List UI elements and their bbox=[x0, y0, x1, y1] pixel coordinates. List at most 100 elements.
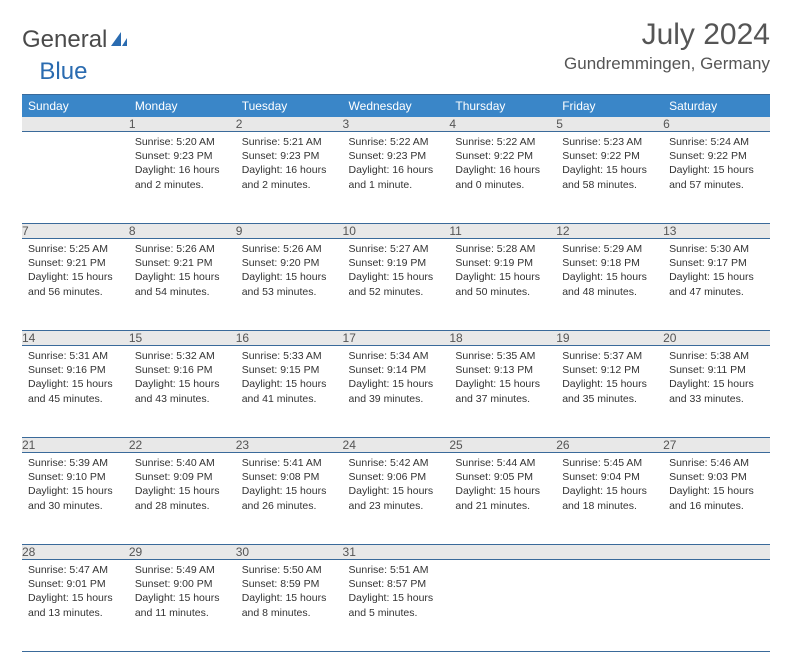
sunrise-text: Sunrise: 5:22 AM bbox=[349, 135, 444, 149]
day-header: Monday bbox=[129, 95, 236, 118]
daylight-text: Daylight: 15 hours and 37 minutes. bbox=[455, 377, 550, 405]
calendar-table: SundayMondayTuesdayWednesdayThursdayFrid… bbox=[22, 94, 770, 652]
sunset-text: Sunset: 9:19 PM bbox=[455, 256, 550, 270]
sunset-text: Sunset: 9:06 PM bbox=[349, 470, 444, 484]
day-number: 17 bbox=[343, 331, 450, 346]
sunrise-text: Sunrise: 5:39 AM bbox=[28, 456, 123, 470]
day-number: 28 bbox=[22, 545, 129, 560]
day-cell bbox=[556, 560, 663, 652]
week-row: Sunrise: 5:47 AMSunset: 9:01 PMDaylight:… bbox=[22, 560, 770, 652]
sunrise-text: Sunrise: 5:47 AM bbox=[28, 563, 123, 577]
day-number: 3 bbox=[343, 117, 450, 132]
calendar-header-row: SundayMondayTuesdayWednesdayThursdayFrid… bbox=[22, 95, 770, 118]
day-cell: Sunrise: 5:28 AMSunset: 9:19 PMDaylight:… bbox=[449, 239, 556, 331]
daylight-text: Daylight: 15 hours and 30 minutes. bbox=[28, 484, 123, 512]
sunrise-text: Sunrise: 5:22 AM bbox=[455, 135, 550, 149]
day-number-row: 21222324252627 bbox=[22, 438, 770, 453]
sunset-text: Sunset: 9:05 PM bbox=[455, 470, 550, 484]
sunrise-text: Sunrise: 5:45 AM bbox=[562, 456, 657, 470]
sunset-text: Sunset: 9:00 PM bbox=[135, 577, 230, 591]
daylight-text: Daylight: 15 hours and 16 minutes. bbox=[669, 484, 764, 512]
daylight-text: Daylight: 15 hours and 5 minutes. bbox=[349, 591, 444, 619]
day-number: 25 bbox=[449, 438, 556, 453]
sunrise-text: Sunrise: 5:33 AM bbox=[242, 349, 337, 363]
sunset-text: Sunset: 9:23 PM bbox=[349, 149, 444, 163]
day-number: 5 bbox=[556, 117, 663, 132]
sunset-text: Sunset: 9:22 PM bbox=[455, 149, 550, 163]
day-cell: Sunrise: 5:39 AMSunset: 9:10 PMDaylight:… bbox=[22, 453, 129, 545]
sunrise-text: Sunrise: 5:37 AM bbox=[562, 349, 657, 363]
day-number: 12 bbox=[556, 224, 663, 239]
day-cell: Sunrise: 5:42 AMSunset: 9:06 PMDaylight:… bbox=[343, 453, 450, 545]
day-number: 6 bbox=[663, 117, 770, 132]
location: Gundremmingen, Germany bbox=[564, 54, 770, 74]
sunrise-text: Sunrise: 5:34 AM bbox=[349, 349, 444, 363]
sunset-text: Sunset: 9:04 PM bbox=[562, 470, 657, 484]
sunrise-text: Sunrise: 5:44 AM bbox=[455, 456, 550, 470]
day-number-row: 14151617181920 bbox=[22, 331, 770, 346]
daylight-text: Daylight: 15 hours and 50 minutes. bbox=[455, 270, 550, 298]
day-cell: Sunrise: 5:44 AMSunset: 9:05 PMDaylight:… bbox=[449, 453, 556, 545]
daylight-text: Daylight: 15 hours and 11 minutes. bbox=[135, 591, 230, 619]
week-row: Sunrise: 5:31 AMSunset: 9:16 PMDaylight:… bbox=[22, 346, 770, 438]
day-header: Wednesday bbox=[343, 95, 450, 118]
daylight-text: Daylight: 15 hours and 13 minutes. bbox=[28, 591, 123, 619]
day-number: 10 bbox=[343, 224, 450, 239]
daylight-text: Daylight: 15 hours and 47 minutes. bbox=[669, 270, 764, 298]
day-number bbox=[556, 545, 663, 560]
day-number-row: 123456 bbox=[22, 117, 770, 132]
week-row: Sunrise: 5:25 AMSunset: 9:21 PMDaylight:… bbox=[22, 239, 770, 331]
daylight-text: Daylight: 15 hours and 26 minutes. bbox=[242, 484, 337, 512]
logo-text-part2: Blue bbox=[39, 58, 87, 86]
day-number bbox=[449, 545, 556, 560]
logo-text-part1: General bbox=[22, 26, 107, 54]
day-number: 22 bbox=[129, 438, 236, 453]
sunrise-text: Sunrise: 5:49 AM bbox=[135, 563, 230, 577]
day-cell: Sunrise: 5:20 AMSunset: 9:23 PMDaylight:… bbox=[129, 132, 236, 224]
sunrise-text: Sunrise: 5:26 AM bbox=[135, 242, 230, 256]
week-row: Sunrise: 5:20 AMSunset: 9:23 PMDaylight:… bbox=[22, 132, 770, 224]
day-cell: Sunrise: 5:21 AMSunset: 9:23 PMDaylight:… bbox=[236, 132, 343, 224]
day-cell: Sunrise: 5:25 AMSunset: 9:21 PMDaylight:… bbox=[22, 239, 129, 331]
day-number-row: 78910111213 bbox=[22, 224, 770, 239]
day-cell: Sunrise: 5:51 AMSunset: 8:57 PMDaylight:… bbox=[343, 560, 450, 652]
sunrise-text: Sunrise: 5:26 AM bbox=[242, 242, 337, 256]
day-number: 18 bbox=[449, 331, 556, 346]
day-cell: Sunrise: 5:46 AMSunset: 9:03 PMDaylight:… bbox=[663, 453, 770, 545]
day-number: 13 bbox=[663, 224, 770, 239]
sunrise-text: Sunrise: 5:50 AM bbox=[242, 563, 337, 577]
day-cell: Sunrise: 5:33 AMSunset: 9:15 PMDaylight:… bbox=[236, 346, 343, 438]
sunrise-text: Sunrise: 5:40 AM bbox=[135, 456, 230, 470]
sunset-text: Sunset: 9:10 PM bbox=[28, 470, 123, 484]
day-number: 29 bbox=[129, 545, 236, 560]
month-title: July 2024 bbox=[564, 18, 770, 52]
daylight-text: Daylight: 16 hours and 2 minutes. bbox=[135, 163, 230, 191]
day-cell: Sunrise: 5:40 AMSunset: 9:09 PMDaylight:… bbox=[129, 453, 236, 545]
daylight-text: Daylight: 15 hours and 35 minutes. bbox=[562, 377, 657, 405]
sunrise-text: Sunrise: 5:42 AM bbox=[349, 456, 444, 470]
day-header: Thursday bbox=[449, 95, 556, 118]
day-cell: Sunrise: 5:32 AMSunset: 9:16 PMDaylight:… bbox=[129, 346, 236, 438]
day-cell bbox=[663, 560, 770, 652]
sunset-text: Sunset: 9:18 PM bbox=[562, 256, 657, 270]
day-number bbox=[663, 545, 770, 560]
sunset-text: Sunset: 8:59 PM bbox=[242, 577, 337, 591]
sunrise-text: Sunrise: 5:21 AM bbox=[242, 135, 337, 149]
daylight-text: Daylight: 15 hours and 56 minutes. bbox=[28, 270, 123, 298]
daylight-text: Daylight: 15 hours and 33 minutes. bbox=[669, 377, 764, 405]
daylight-text: Daylight: 16 hours and 0 minutes. bbox=[455, 163, 550, 191]
day-cell: Sunrise: 5:31 AMSunset: 9:16 PMDaylight:… bbox=[22, 346, 129, 438]
day-cell bbox=[22, 132, 129, 224]
day-number: 14 bbox=[22, 331, 129, 346]
day-number: 9 bbox=[236, 224, 343, 239]
day-cell: Sunrise: 5:47 AMSunset: 9:01 PMDaylight:… bbox=[22, 560, 129, 652]
sunrise-text: Sunrise: 5:27 AM bbox=[349, 242, 444, 256]
day-number: 26 bbox=[556, 438, 663, 453]
sunset-text: Sunset: 9:09 PM bbox=[135, 470, 230, 484]
sunset-text: Sunset: 9:16 PM bbox=[28, 363, 123, 377]
daylight-text: Daylight: 15 hours and 18 minutes. bbox=[562, 484, 657, 512]
day-number: 16 bbox=[236, 331, 343, 346]
sunrise-text: Sunrise: 5:29 AM bbox=[562, 242, 657, 256]
sunrise-text: Sunrise: 5:32 AM bbox=[135, 349, 230, 363]
day-number: 11 bbox=[449, 224, 556, 239]
